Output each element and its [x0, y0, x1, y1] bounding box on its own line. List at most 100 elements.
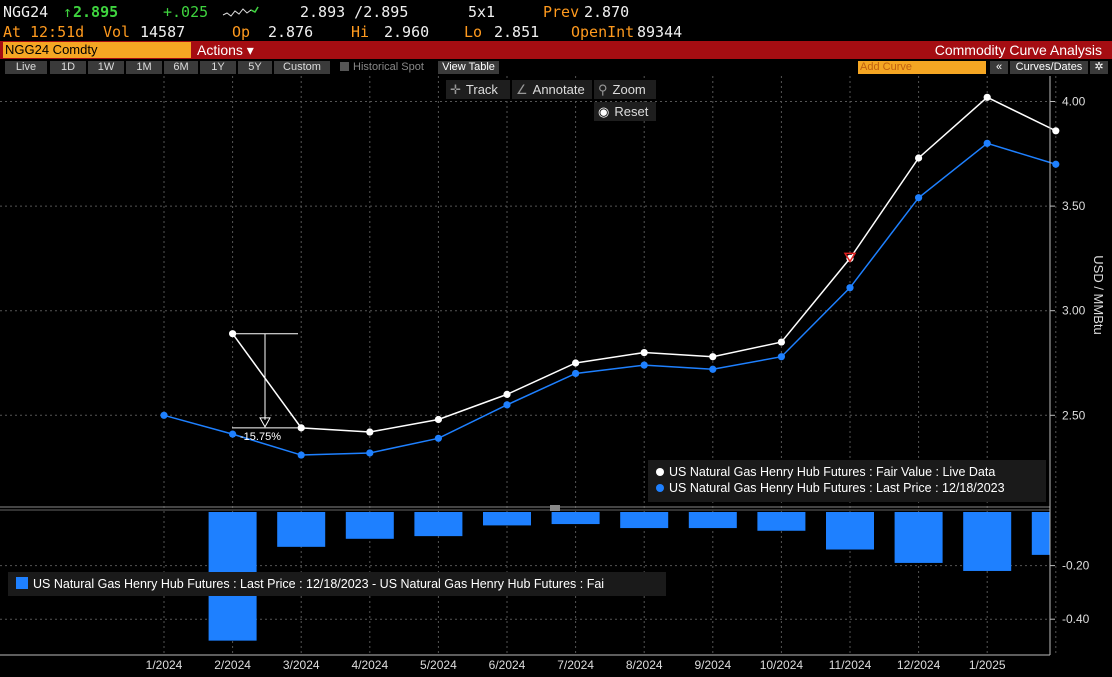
last-price-line — [163, 142, 1057, 456]
function-title: Commodity Curve Analysis — [934, 42, 1102, 58]
spread-bar — [826, 512, 874, 550]
x-tick-label: 6/2024 — [489, 658, 526, 672]
spread-bar — [345, 512, 394, 539]
prev-value: 2.870 — [584, 3, 630, 21]
view-table-button[interactable]: View Table — [438, 61, 499, 74]
spread-bar — [551, 512, 600, 525]
zoom-label: Zoom — [612, 82, 646, 97]
net-change: +.025 — [163, 3, 209, 21]
fair-value-point — [572, 359, 580, 367]
security-field[interactable]: NGG24 Comdty — [3, 42, 191, 58]
fair-value-point — [434, 415, 442, 424]
spread-bar — [963, 512, 1012, 571]
x-tick-label: 8/2024 — [626, 658, 663, 672]
last-price-point — [572, 369, 580, 378]
x-tick-label: 5/2024 — [420, 658, 457, 672]
fair-value-point — [366, 428, 374, 436]
collapse-chevrons-icon[interactable]: « — [990, 61, 1008, 74]
tab-live[interactable]: Live — [5, 61, 47, 74]
last-price-point — [846, 284, 854, 292]
legend-item-fair-value: US Natural Gas Henry Hub Futures : Fair … — [656, 464, 1038, 480]
sparkline-icon — [222, 6, 259, 17]
ticker: NGG24 — [3, 3, 49, 21]
tab-5y[interactable]: 5Y — [238, 61, 272, 74]
reset-label: Reset — [614, 104, 649, 119]
last-price-point — [503, 401, 511, 409]
openint-value: 89344 — [637, 23, 683, 41]
spread-bar — [277, 512, 326, 547]
legend-label-last-price: US Natural Gas Henry Hub Futures : Last … — [669, 481, 1005, 495]
annotate-label: Annotate — [532, 82, 585, 97]
y-tick-label: 4.00 — [1062, 95, 1086, 109]
x-tick-label: 1/2025 — [969, 658, 1006, 672]
lo-label: Lo — [464, 23, 483, 41]
curves-dates-button[interactable]: Curves/Dates — [1010, 61, 1088, 74]
x-tick-label: 2/2024 — [214, 658, 251, 672]
last-price: 2.895 — [73, 3, 119, 21]
lo-value: 2.851 — [494, 23, 540, 41]
last-price-point — [777, 353, 786, 361]
annotate-button[interactable]: ∠ Annotate — [512, 80, 592, 99]
spread-bar — [414, 512, 463, 537]
historical-spot-checkbox[interactable]: Historical Spot — [340, 61, 424, 74]
zoom-button[interactable]: ⚲ Zoom — [594, 80, 656, 99]
y-axis-label: USD / MMBtu — [1091, 255, 1106, 334]
track-label: Track — [465, 82, 498, 97]
hi-value: 2.960 — [384, 23, 430, 41]
tab-6m[interactable]: 6M — [164, 61, 198, 74]
legend-item-last-price: US Natural Gas Henry Hub Futures : Last … — [656, 480, 1038, 496]
x-tick-label: 7/2024 — [557, 658, 594, 672]
openint-label: OpenInt — [571, 23, 635, 41]
last-price-point — [229, 430, 237, 438]
fair-value-point — [777, 338, 786, 346]
fair-value-point — [983, 93, 991, 101]
x-tick-label: 9/2024 — [694, 658, 731, 672]
pencil-icon: ∠ — [516, 82, 528, 97]
last-price-point — [366, 449, 374, 457]
fair-value-point — [297, 424, 305, 432]
tab-1w[interactable]: 1W — [88, 61, 124, 74]
last-price-point — [1052, 160, 1060, 168]
track-button[interactable]: ✛ Track — [446, 80, 510, 99]
spread-bar — [894, 512, 943, 563]
tab-1m[interactable]: 1M — [126, 61, 162, 74]
tab-custom[interactable]: Custom — [274, 61, 330, 74]
at-label: At — [3, 23, 22, 41]
y-tick-label: 2.50 — [1062, 408, 1086, 422]
actions-menu-button[interactable]: Actions ▾ — [197, 42, 254, 58]
y-tick-label: -0.40 — [1062, 612, 1090, 626]
y-tick-label: 3.00 — [1062, 304, 1086, 318]
fair-value-point — [1052, 127, 1060, 135]
last-price-point — [983, 139, 991, 147]
spread-bar — [757, 512, 806, 531]
fair-value-point — [640, 348, 648, 357]
reset-button[interactable]: ◉ Reset — [594, 102, 656, 121]
tab-1y[interactable]: 1Y — [200, 61, 236, 74]
annotation-percent: -15.75% — [240, 431, 281, 443]
fair-value-point — [503, 390, 511, 398]
fair-value-point — [229, 330, 237, 338]
spread-bar — [1031, 512, 1050, 555]
quote-line-1: NGG24 ↑ 2.895 +.025 2.893 /2.895 5x1 Pre… — [0, 2, 1112, 22]
x-tick-label: 3/2024 — [283, 658, 320, 672]
prev-label: Prev — [543, 3, 580, 21]
last-price-point — [709, 365, 717, 373]
x-tick-label: 4/2024 — [351, 658, 388, 672]
bar-legend: US Natural Gas Henry Hub Futures : Last … — [8, 572, 666, 596]
line-legend: US Natural Gas Henry Hub Futures : Fair … — [648, 460, 1046, 502]
bid-ask: 2.893 /2.895 — [300, 3, 409, 21]
volume: 14587 — [140, 23, 186, 41]
x-tick-label: 10/2024 — [760, 658, 804, 672]
spread-bar — [620, 512, 669, 529]
white-dot-icon — [656, 468, 664, 476]
add-curve-input[interactable]: Add Curve — [858, 61, 986, 74]
legend-label-spread: US Natural Gas Henry Hub Futures : Last … — [33, 577, 605, 591]
tab-1d[interactable]: 1D — [50, 61, 86, 74]
vol-label: Vol — [103, 23, 131, 41]
x-tick-label: 11/2024 — [829, 658, 872, 672]
settings-gear-icon[interactable]: ✲ — [1090, 61, 1108, 74]
last-price-point — [434, 434, 442, 442]
blue-square-icon — [16, 577, 28, 589]
fair-value-point — [709, 353, 717, 361]
x-tick-label: 12/2024 — [897, 658, 941, 672]
